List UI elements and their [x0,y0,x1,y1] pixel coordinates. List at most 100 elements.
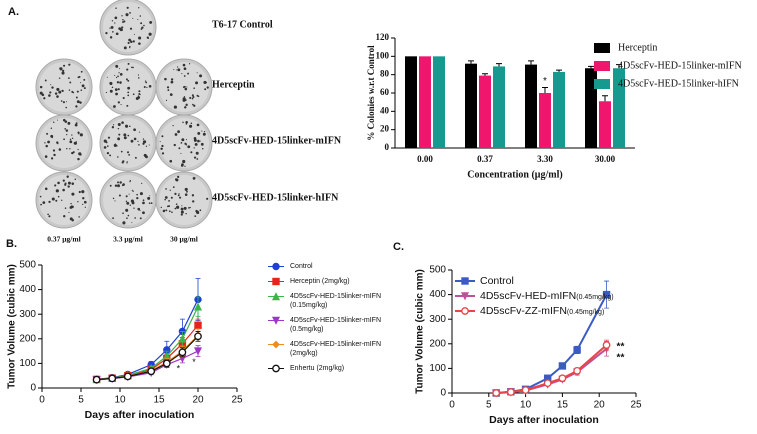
colony [172,124,174,127]
colony [79,133,83,137]
legend-item: Herceptin (2mg/kg) [268,277,403,286]
colony [140,22,143,25]
colony [134,156,137,159]
colony [193,147,195,149]
marker [272,277,280,286]
colony [192,176,196,180]
x-tick-label: 3.30 [537,154,553,164]
colony [50,84,52,86]
colony [203,80,207,84]
colony [121,26,123,29]
colony [148,202,151,205]
colony [137,140,139,143]
colony [69,138,72,141]
legend-item: 4D5scFv-HED-15linker-mIFN (0.15mg/kg) [268,292,403,310]
colony [78,216,80,218]
colony [161,152,165,155]
bar [493,66,505,148]
colony [71,192,75,196]
colony [61,199,63,201]
colony [83,87,86,90]
colony [142,199,145,202]
colony [142,201,145,205]
colony [82,197,85,200]
y-tick-label: 400 [19,284,36,295]
colony-plate [155,114,213,172]
legend-label: 4D5scFv-HED-mIFN(0.45mg/kg) [480,290,614,302]
colony [142,142,145,145]
colony [186,190,188,193]
colony [72,92,75,94]
colony [122,19,124,21]
colony [186,121,188,123]
colony [123,133,127,137]
colony [60,100,63,102]
colony [63,215,66,218]
y-tick-label: 400 [429,289,446,300]
panel-label: B. [6,238,17,250]
colony [114,74,116,76]
colony [175,203,178,205]
colony [57,195,60,198]
x-tick-label: 0 [39,395,45,406]
legend-label: 4D5scFv-HED-15linker-mIFN (0.5mg/kg) [290,317,382,333]
colony [177,66,179,68]
colony [39,85,43,89]
colony [129,27,133,30]
colony [118,27,122,31]
colony [54,184,57,187]
legend-dose: (0.45mg/kg) [576,294,613,301]
colony [42,201,46,204]
colony [123,136,127,140]
colony [109,89,113,93]
marker [460,292,470,301]
colony [189,96,192,99]
marker [573,367,581,375]
colony [119,73,123,76]
colony [81,190,85,194]
legend-key [268,262,284,271]
colony [149,20,153,24]
legend-label: Herceptin [618,42,657,53]
colony [174,207,177,210]
y-tick-label: 0 [385,142,390,152]
colony [67,176,69,178]
legend-name: Control [480,275,514,287]
x-tick-label: 0.00 [417,154,433,164]
colony [135,96,139,100]
colony [174,178,178,181]
y-tick-label: 300 [19,309,36,320]
colony [170,78,174,81]
colony [185,212,187,215]
colony [136,197,139,200]
colony [173,105,177,109]
colony [180,207,184,211]
colony [115,7,117,9]
colony [196,123,200,127]
colony [69,140,73,144]
marker [271,316,281,325]
colony [143,86,146,89]
bar [465,63,477,148]
colony [117,137,121,141]
colony [173,69,175,71]
colony [117,184,120,188]
marker [573,346,581,354]
colony [180,152,182,154]
colony [177,130,180,134]
colony [169,189,171,191]
colony [67,121,71,125]
colony [116,145,118,147]
colony [143,24,145,27]
colony [144,155,148,159]
error-bar [468,60,474,64]
legend-key [268,316,284,325]
colony [161,135,164,138]
legend-label: Control [290,263,313,270]
plate-inner [103,175,153,225]
colony [55,189,59,193]
colony [183,206,187,210]
colony [129,46,131,49]
colony [176,69,178,71]
y-tick-label: 80 [380,69,390,79]
